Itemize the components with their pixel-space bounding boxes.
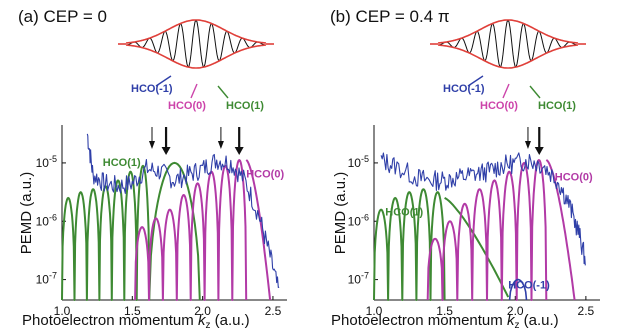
panel-b-inset-arrow-minus1 (467, 75, 484, 87)
panel-a-arrowhead-1 (161, 147, 171, 155)
panel-b-experiment-data (380, 152, 586, 266)
panel-a-hco0-curve (134, 159, 248, 301)
panel-b-title: (b) CEP = 0.4 π (330, 7, 450, 26)
panel-a-ytick-label: 10-5 (36, 154, 57, 170)
panel-b-ytick-label: 10-5 (348, 154, 369, 170)
panel-a-xtick-label: 2.0 (194, 304, 211, 318)
panel-b-series-label: HCO(-1) (508, 279, 550, 291)
panel-b-inset-arrow-0 (502, 83, 510, 99)
panel-b-inset-envelope-upper (437, 19, 579, 44)
panel-a-xlabel: Photoelectron momentum kz (a.u.) (22, 312, 250, 331)
panel-a-hco1-decay (148, 161, 201, 301)
panel-b-hco0-tail (545, 159, 576, 301)
panel-a-inset-arrow-0 (190, 83, 198, 99)
panel-b-xlabel: Photoelectron momentum kz (a.u.) (331, 312, 559, 331)
panel-a-ytick-label: 10-6 (36, 212, 57, 228)
panel-a-ylabel: PEMD (a.u.) (18, 172, 35, 255)
panel-a-inset-hco-minus1: HCO(-1) (131, 83, 173, 95)
panel-a-hco0-tail (245, 159, 272, 301)
panel-a-inset-envelope-lower (125, 44, 267, 69)
panel-b-ytick-label: 10-6 (348, 212, 369, 228)
panel-a-arrowhead-0 (149, 141, 155, 149)
panel-a-xtick-label: 2.5 (265, 304, 282, 318)
panel-b-hco1-decay (444, 197, 510, 298)
panel-b-hco0-curve (426, 159, 548, 301)
panel-a-xtick-label: 1.5 (124, 304, 141, 318)
panel-b-inset-hco1: HCO(1) (538, 100, 576, 112)
panel-b-xtick-label: 2.0 (507, 304, 524, 318)
panel-b-hco-minus1-curve (508, 278, 528, 301)
panel-b-hco1-curve (373, 188, 446, 301)
panel-a-xtick-label: 1.0 (54, 304, 71, 318)
panel-a-title: (a) CEP = 0 (18, 7, 107, 26)
panel-b-arrowhead-0 (524, 141, 531, 149)
panel-b-series-label: HCO(0) (555, 171, 593, 183)
panel-b-ylabel: PEMD (a.u.) (332, 172, 349, 255)
panel-b-inset-field-oscillation (438, 19, 578, 68)
panel-a-ytick-label: 10-7 (36, 271, 57, 287)
panel-b-ytick-label: 10-7 (348, 271, 369, 287)
panel-b-xtick-label: 1.5 (436, 304, 453, 318)
panel-b-inset-hco-minus1: HCO(-1) (443, 83, 485, 95)
panel-b-xtick-label: 2.5 (578, 304, 595, 318)
panel-a-experiment-data (86, 133, 280, 289)
panel-b-inset-arrow-1 (529, 85, 541, 99)
panel-b-series-label: HCO(1) (385, 206, 423, 218)
panel-b-inset-hco0: HCO(0) (480, 100, 518, 112)
panel-b-inset-envelope-lower (437, 44, 579, 69)
panel-b-arrowhead-1 (534, 147, 544, 155)
panel-b-xtick-label: 1.0 (366, 304, 383, 318)
panel-a-inset-hco1: HCO(1) (226, 100, 264, 112)
panel-a-arrowhead-3 (234, 147, 244, 155)
panel-a-inset-field-oscillation (126, 19, 266, 68)
panel-a-inset-arrow-1 (217, 85, 229, 99)
panel-a-inset-envelope-upper (125, 19, 267, 44)
panel-a-series-label: HCO(0) (246, 169, 284, 181)
panel-a-inset-hco0: HCO(0) (168, 100, 206, 112)
panel-a-inset-arrow-minus1 (155, 75, 172, 87)
panel-a-series-label: HCO(1) (103, 157, 141, 169)
panel-a-arrowhead-2 (217, 141, 224, 149)
